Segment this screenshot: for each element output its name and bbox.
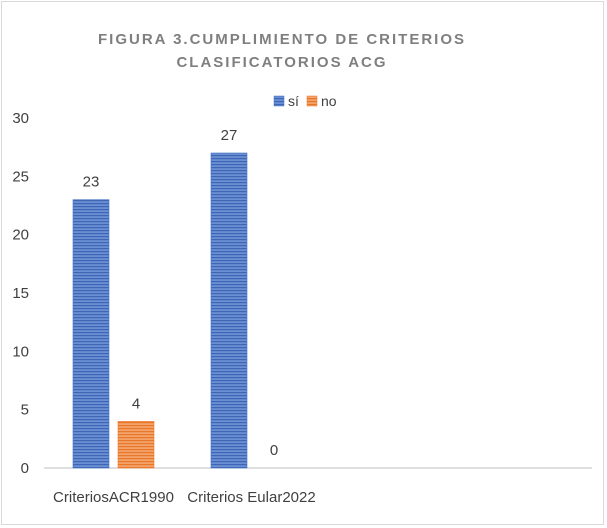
y-axis-ticks: 0 5 10 15 20 25 30 xyxy=(12,110,29,477)
bar-no-1 xyxy=(117,421,155,469)
category-labels: CriteriosACR1990 Criterios Eular2022 xyxy=(53,489,316,506)
legend-label-no: no xyxy=(321,93,337,109)
y-tick-label: 25 xyxy=(12,168,29,185)
data-label-no-1: 4 xyxy=(132,395,140,412)
legend-label-si: sí xyxy=(288,93,299,109)
chart-title-line-1: FIGURA 3.CUMPLIMIENTO DE CRITERIOS xyxy=(98,31,466,48)
legend: sí no xyxy=(273,93,337,109)
y-tick-label: 15 xyxy=(12,285,29,302)
data-label-si-1: 23 xyxy=(83,174,100,191)
legend-swatch-no xyxy=(306,95,318,107)
data-labels: 23 4 27 0 xyxy=(83,127,279,459)
bar-si-2 xyxy=(210,152,248,469)
data-label-no-2: 0 xyxy=(270,442,278,459)
bars xyxy=(72,152,248,469)
y-tick-label: 0 xyxy=(21,460,29,477)
data-label-si-2: 27 xyxy=(221,127,238,144)
legend-swatch-si xyxy=(273,95,285,107)
chart-title-line-2: CLASIFICATORIOS ACG xyxy=(176,54,387,71)
y-tick-label: 5 xyxy=(21,402,29,419)
category-label-1: CriteriosACR1990 xyxy=(53,489,174,506)
y-tick-label: 10 xyxy=(12,343,29,360)
bar-si-1 xyxy=(72,199,110,469)
y-tick-label: 20 xyxy=(12,227,29,244)
category-label-2: Criterios Eular2022 xyxy=(187,489,315,506)
y-tick-label: 30 xyxy=(12,110,29,127)
